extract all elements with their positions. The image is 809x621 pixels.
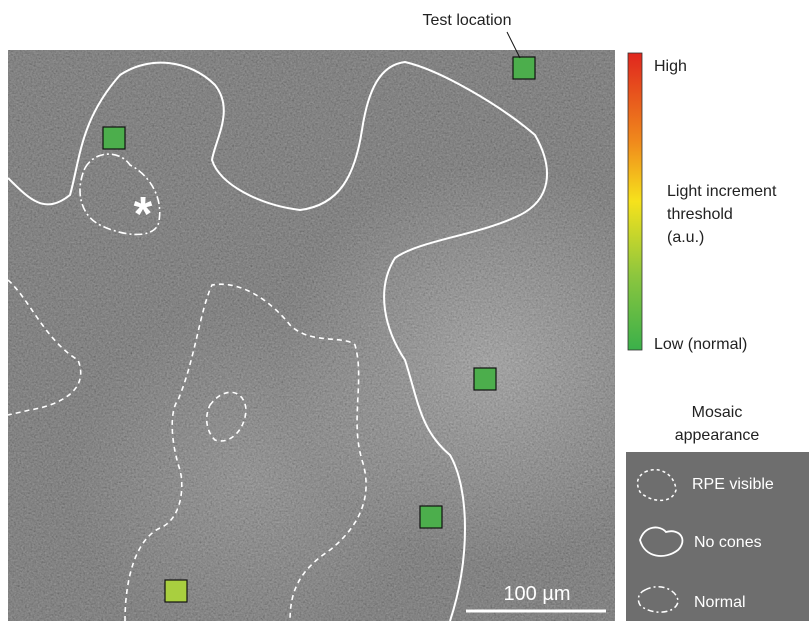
retina-image — [8, 50, 615, 621]
legend-item: RPE visible — [692, 476, 774, 493]
scale-bar-label: 100 µm — [503, 583, 570, 605]
test-square — [513, 57, 535, 79]
colorbar-title: (a.u.) — [667, 229, 704, 246]
test-location-label: Test location — [423, 12, 512, 29]
test-square — [420, 506, 442, 528]
legend-item: No cones — [694, 534, 762, 551]
colorbar — [628, 53, 642, 350]
colorbar-high: High — [654, 58, 687, 75]
colorbar-low: Low (normal) — [654, 336, 747, 353]
legend-title: appearance — [675, 427, 760, 444]
figure: Test location * 100 µm High Light increm… — [0, 0, 809, 621]
test-square — [165, 580, 187, 602]
page: Test location * 100 µm High Light increm… — [0, 0, 809, 621]
test-square — [474, 368, 496, 390]
legend-title: Mosaic — [692, 404, 743, 421]
colorbar-title: Light increment — [667, 183, 777, 200]
legend-item: Normal — [694, 594, 746, 611]
test-square — [103, 127, 125, 149]
colorbar-title: threshold — [667, 206, 733, 223]
asterisk: * — [134, 188, 153, 241]
